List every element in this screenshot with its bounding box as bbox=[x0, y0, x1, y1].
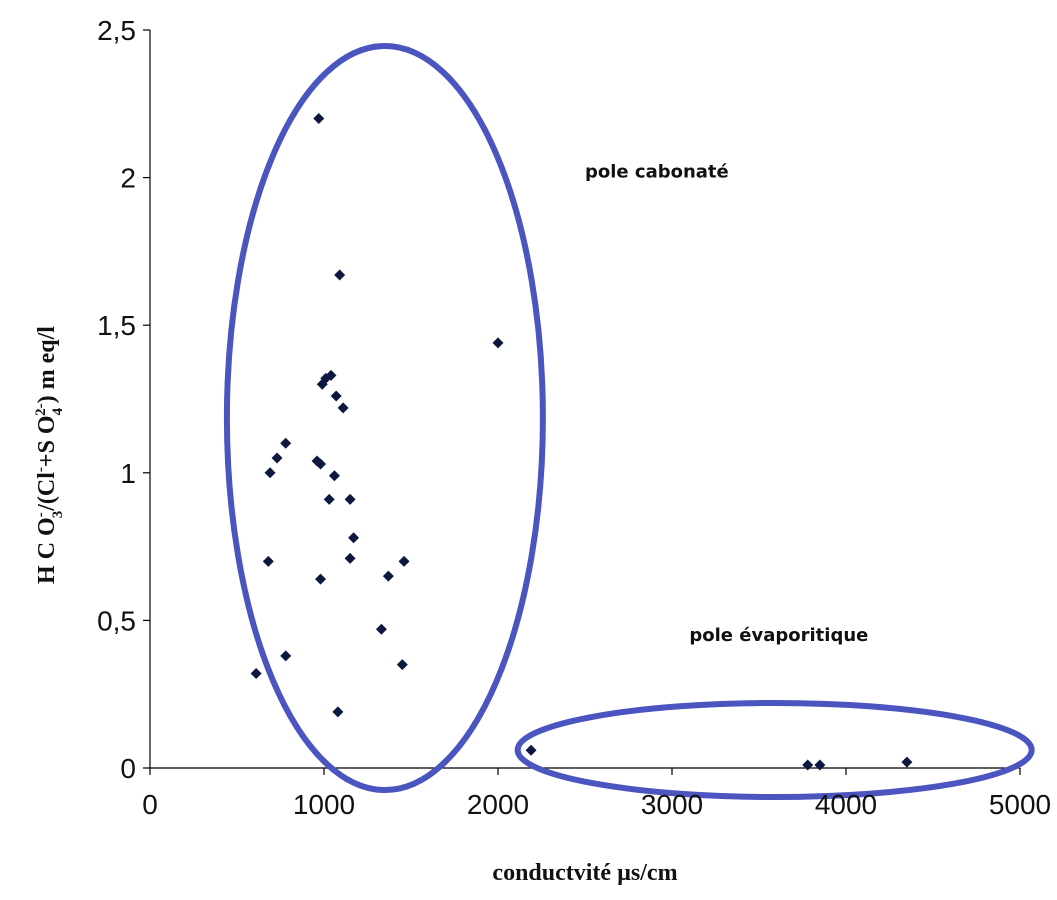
y-axis-title-part: /(Cl bbox=[34, 472, 60, 512]
data-point bbox=[323, 493, 335, 505]
data-point bbox=[344, 552, 356, 564]
x-axis-title: conductvité µs/cm bbox=[492, 860, 677, 886]
x-tick-label: 5000 bbox=[989, 789, 1051, 820]
data-point bbox=[315, 573, 327, 585]
data-point bbox=[337, 402, 349, 414]
y-axis-title-part: 2- bbox=[33, 403, 49, 416]
y-axis-title-part: +S O bbox=[34, 415, 60, 467]
x-tick-label: 4000 bbox=[815, 789, 877, 820]
data-point bbox=[330, 390, 342, 402]
data-point bbox=[262, 555, 274, 567]
y-tick-label: 2 bbox=[120, 163, 136, 194]
data-point bbox=[492, 337, 504, 349]
y-tick-label: 1 bbox=[120, 458, 136, 489]
data-point bbox=[814, 759, 826, 771]
data-points bbox=[250, 113, 913, 771]
x-tick-label: 3000 bbox=[641, 789, 703, 820]
data-point bbox=[901, 756, 913, 768]
group-ellipses bbox=[223, 43, 1035, 800]
plot-area bbox=[149, 30, 1020, 769]
annotation-label: pole évaporitique bbox=[689, 625, 868, 646]
data-point bbox=[325, 369, 337, 381]
y-axis-title-part: - bbox=[33, 467, 49, 472]
y-tick-label: 2,5 bbox=[97, 15, 136, 46]
data-point bbox=[344, 493, 356, 505]
y-axis-ticks: 0 0,5 1 1,5 2 2,5 bbox=[97, 15, 150, 784]
data-point bbox=[348, 532, 360, 544]
data-point bbox=[313, 113, 325, 125]
annotation-label: pole cabonaté bbox=[585, 162, 729, 183]
data-point bbox=[525, 744, 537, 756]
x-axis-ticks: 0 1000 2000 3000 4000 5000 bbox=[142, 768, 1051, 820]
y-tick-label: 1,5 bbox=[97, 310, 136, 341]
data-point bbox=[382, 570, 394, 582]
data-point bbox=[264, 467, 276, 479]
y-tick-label: 0,5 bbox=[97, 605, 136, 636]
y-axis-title-part: 4 bbox=[50, 407, 66, 415]
x-tick-label: 0 bbox=[142, 789, 158, 820]
y-axis-title-part: H C O bbox=[34, 517, 60, 584]
data-point bbox=[280, 650, 292, 662]
data-point bbox=[398, 555, 410, 567]
data-point bbox=[271, 452, 283, 464]
y-axis-title: H C O-3/(Cl-+S O42-) m eq/l bbox=[33, 326, 66, 584]
y-axis-title-part: 3 bbox=[50, 511, 66, 519]
data-point bbox=[328, 470, 340, 482]
data-point bbox=[396, 659, 408, 671]
group-ellipse-2 bbox=[514, 700, 1035, 800]
data-point bbox=[315, 458, 327, 470]
data-point bbox=[250, 668, 262, 680]
y-axis-title-part: - bbox=[33, 512, 49, 517]
data-point bbox=[334, 269, 346, 281]
y-tick-label: 0 bbox=[120, 753, 136, 784]
group-ellipse-1 bbox=[223, 43, 546, 793]
x-tick-label: 2000 bbox=[467, 789, 529, 820]
x-tick-label: 1000 bbox=[293, 789, 355, 820]
data-point bbox=[332, 706, 344, 718]
data-point bbox=[375, 623, 387, 635]
data-point bbox=[280, 437, 292, 449]
annotations: pole cabonaté pole évaporitique bbox=[585, 162, 868, 646]
data-point bbox=[802, 759, 814, 771]
y-axis-title-part: ) m eq/l bbox=[34, 326, 60, 404]
